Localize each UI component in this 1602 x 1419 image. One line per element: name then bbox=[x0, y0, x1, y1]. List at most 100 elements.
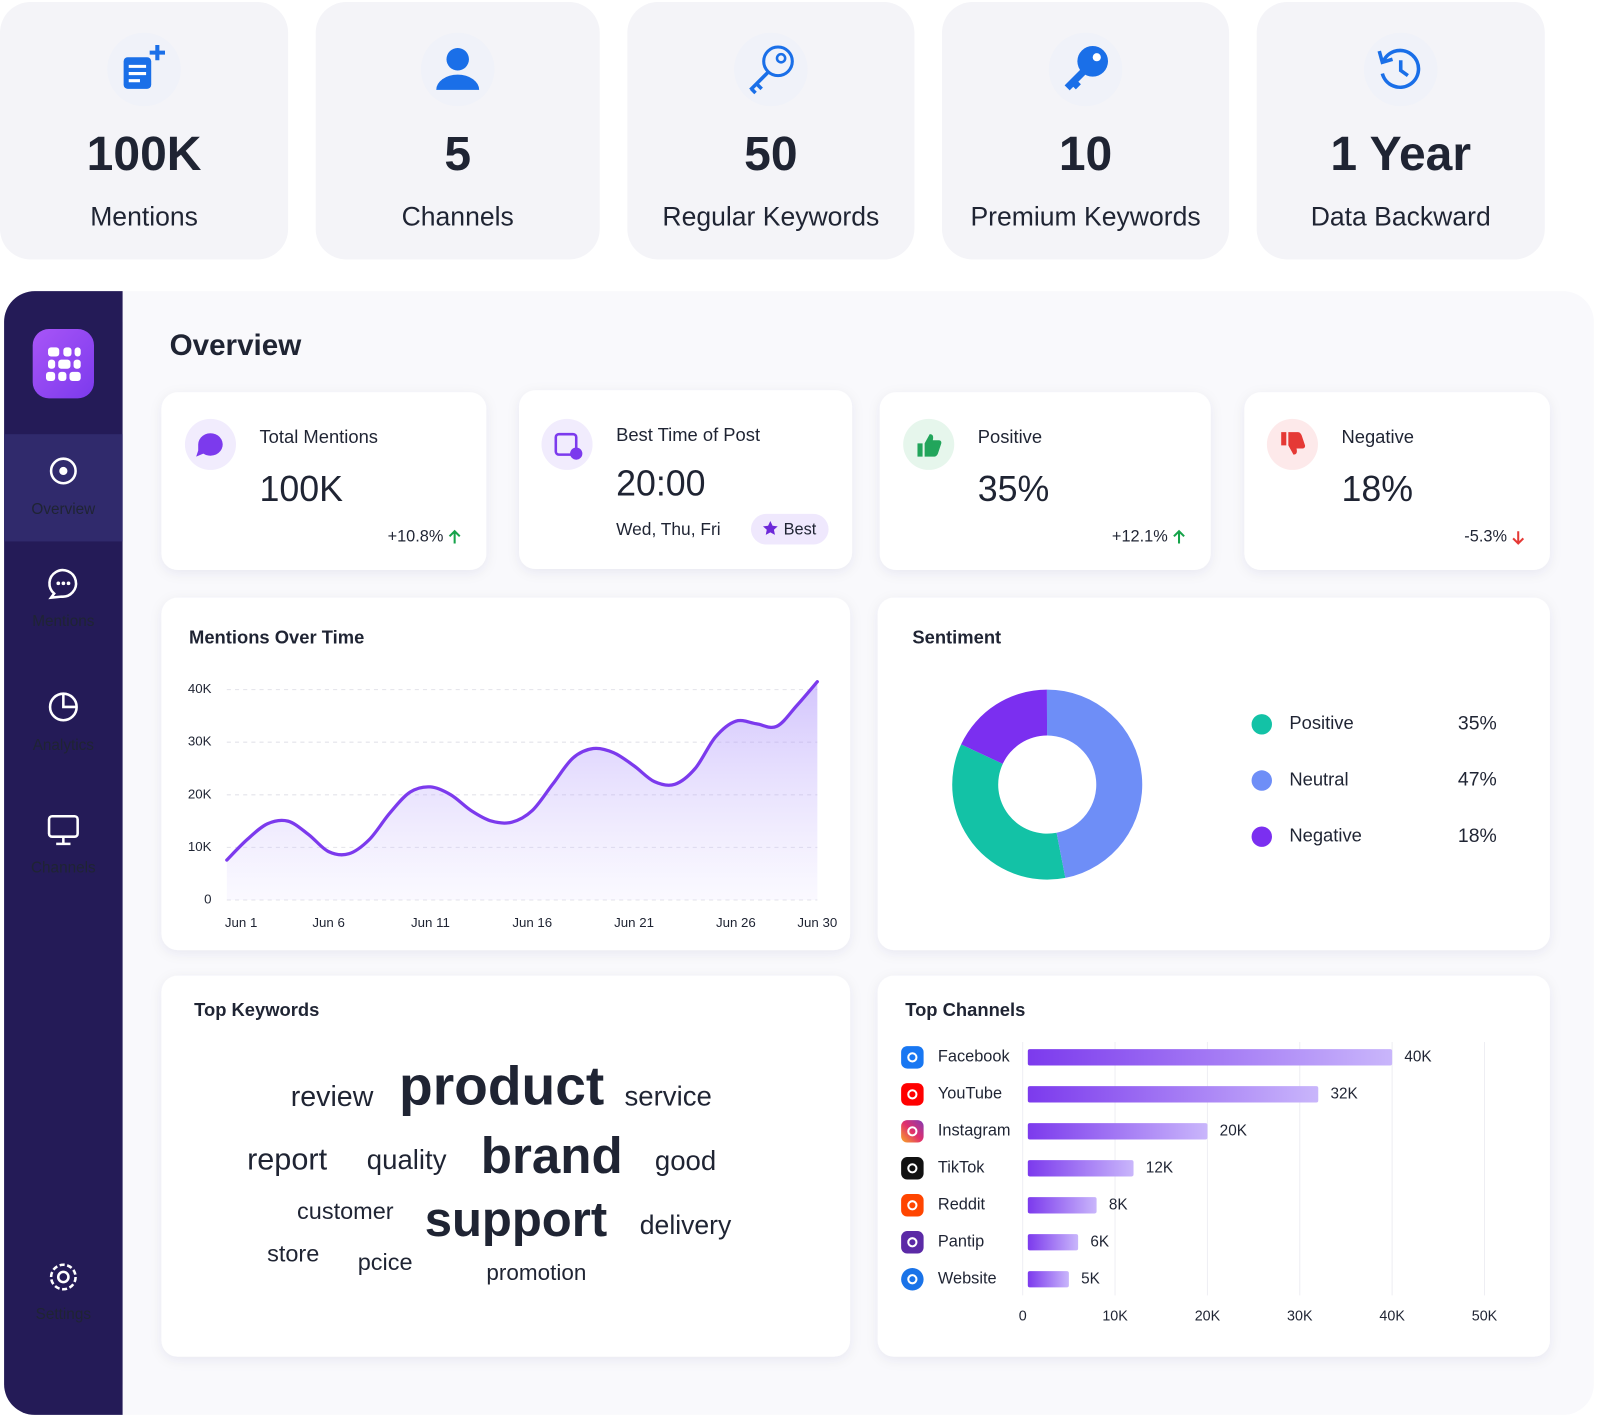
value-label: 5K bbox=[1081, 1270, 1101, 1287]
legend-label: Positive bbox=[1289, 712, 1353, 733]
channel-icon bbox=[901, 1120, 924, 1143]
value-label: 8K bbox=[1109, 1196, 1129, 1213]
chart-title: Top Channels bbox=[905, 999, 1025, 1020]
channel-icon bbox=[901, 1157, 924, 1180]
bar bbox=[1027, 1123, 1208, 1140]
nav-label[interactable]: Channels bbox=[31, 859, 96, 876]
stat-value: 5 bbox=[444, 128, 471, 181]
bar bbox=[1027, 1160, 1134, 1177]
up-arrow bbox=[448, 529, 461, 544]
stat-label: Regular Keywords bbox=[662, 202, 879, 232]
nav-label[interactable]: Mentions bbox=[32, 613, 94, 630]
channel-icon-glyph bbox=[907, 1237, 918, 1248]
stat-label: Data Backward bbox=[1311, 202, 1491, 232]
nav-label[interactable]: Overview bbox=[31, 501, 96, 518]
icon-part bbox=[1377, 50, 1394, 65]
y-tick-label: 10K bbox=[188, 839, 212, 854]
icon-part bbox=[49, 457, 77, 485]
up-arrow bbox=[1173, 529, 1185, 544]
x-tick-label: 40K bbox=[1379, 1309, 1405, 1325]
x-tick-label: Jun 1 bbox=[225, 915, 257, 930]
nav-label[interactable]: Analytics bbox=[33, 737, 95, 754]
card-change: -5.3% bbox=[1464, 528, 1507, 546]
channel-icon bbox=[901, 1046, 924, 1069]
nav-icon bbox=[49, 457, 77, 485]
card-change: +10.8% bbox=[388, 528, 444, 546]
star-icon bbox=[762, 521, 778, 535]
stat-label: Channels bbox=[402, 202, 514, 232]
bar bbox=[1027, 1197, 1097, 1214]
icon-part bbox=[128, 64, 147, 83]
value-label: 6K bbox=[1090, 1233, 1110, 1250]
icon-part bbox=[49, 1263, 77, 1291]
legend-label: Negative bbox=[1289, 825, 1362, 846]
card-value: 18% bbox=[1341, 469, 1413, 509]
icon-part bbox=[56, 836, 71, 846]
card-value: 20:00 bbox=[616, 464, 705, 504]
legend-swatch bbox=[1251, 770, 1272, 791]
nav-icon bbox=[48, 692, 78, 722]
down-arrow bbox=[1512, 531, 1525, 545]
card bbox=[161, 975, 851, 1357]
icon-part bbox=[48, 568, 78, 600]
x-tick-label: Jun 30 bbox=[797, 915, 837, 930]
keyword: product bbox=[399, 1055, 604, 1117]
line bbox=[225, 680, 819, 862]
value-label: 20K bbox=[1220, 1122, 1248, 1139]
legend-swatch bbox=[1251, 826, 1272, 847]
bar bbox=[1027, 1234, 1079, 1251]
card-value: 100K bbox=[260, 469, 344, 509]
category-label: YouTube bbox=[938, 1085, 1002, 1103]
keyword: good bbox=[655, 1145, 716, 1176]
keyword: review bbox=[291, 1081, 374, 1113]
card-title: Positive bbox=[978, 426, 1042, 447]
x-tick-label: Jun 11 bbox=[411, 915, 450, 930]
stat-card bbox=[0, 2, 289, 260]
category-label: Pantip bbox=[938, 1233, 984, 1251]
card bbox=[879, 392, 1211, 571]
value-label: 12K bbox=[1146, 1159, 1174, 1176]
icon-part bbox=[149, 44, 166, 61]
x-tick-label: 30K bbox=[1287, 1309, 1313, 1325]
x-tick-label: Jun 16 bbox=[512, 915, 552, 930]
x-tick-label: 10K bbox=[1102, 1309, 1128, 1325]
icon-part bbox=[762, 45, 794, 78]
keyword: support bbox=[425, 1193, 607, 1247]
icon-part bbox=[1064, 67, 1088, 91]
category-label: Instagram bbox=[938, 1122, 1011, 1140]
keyword: delivery bbox=[640, 1210, 732, 1240]
legend-value: 47% bbox=[1458, 769, 1497, 791]
card bbox=[1244, 392, 1550, 571]
icon-bg bbox=[541, 418, 593, 470]
calendar-icon bbox=[570, 447, 583, 460]
stat-value: 50 bbox=[744, 128, 797, 181]
channel-icon bbox=[901, 1231, 924, 1254]
chart-title: Top Keywords bbox=[194, 999, 319, 1020]
stat-icon bbox=[1377, 48, 1421, 90]
icon-part bbox=[1092, 53, 1101, 62]
card-title: Total Mentions bbox=[260, 426, 378, 447]
stat-card bbox=[627, 2, 915, 260]
icon-part bbox=[749, 70, 771, 95]
stat-card bbox=[1256, 2, 1545, 260]
nav-icon bbox=[48, 568, 78, 600]
bar bbox=[1027, 1271, 1069, 1288]
card bbox=[877, 975, 1550, 1357]
legend-label: Neutral bbox=[1289, 768, 1348, 789]
badge-label: Best bbox=[784, 521, 817, 539]
legend-value: 18% bbox=[1458, 825, 1497, 847]
card-title: Negative bbox=[1341, 426, 1414, 447]
nav-label[interactable]: Settings bbox=[36, 1306, 92, 1323]
nav: Overview Mentions Analytics Channels Setting… bbox=[31, 457, 96, 1323]
stat-label: Premium Keywords bbox=[970, 202, 1200, 232]
donut-slice bbox=[952, 744, 1066, 880]
card-days: Wed, Thu, Fri bbox=[616, 519, 721, 539]
channel-icon-glyph bbox=[907, 1274, 918, 1285]
area bbox=[226, 681, 818, 901]
stat-icon bbox=[749, 45, 794, 95]
keyword: brand bbox=[481, 1127, 623, 1184]
channel-icon bbox=[901, 1194, 924, 1217]
icon-part bbox=[59, 466, 68, 476]
bar bbox=[1027, 1049, 1393, 1066]
chart-title: Sentiment bbox=[912, 626, 1001, 647]
